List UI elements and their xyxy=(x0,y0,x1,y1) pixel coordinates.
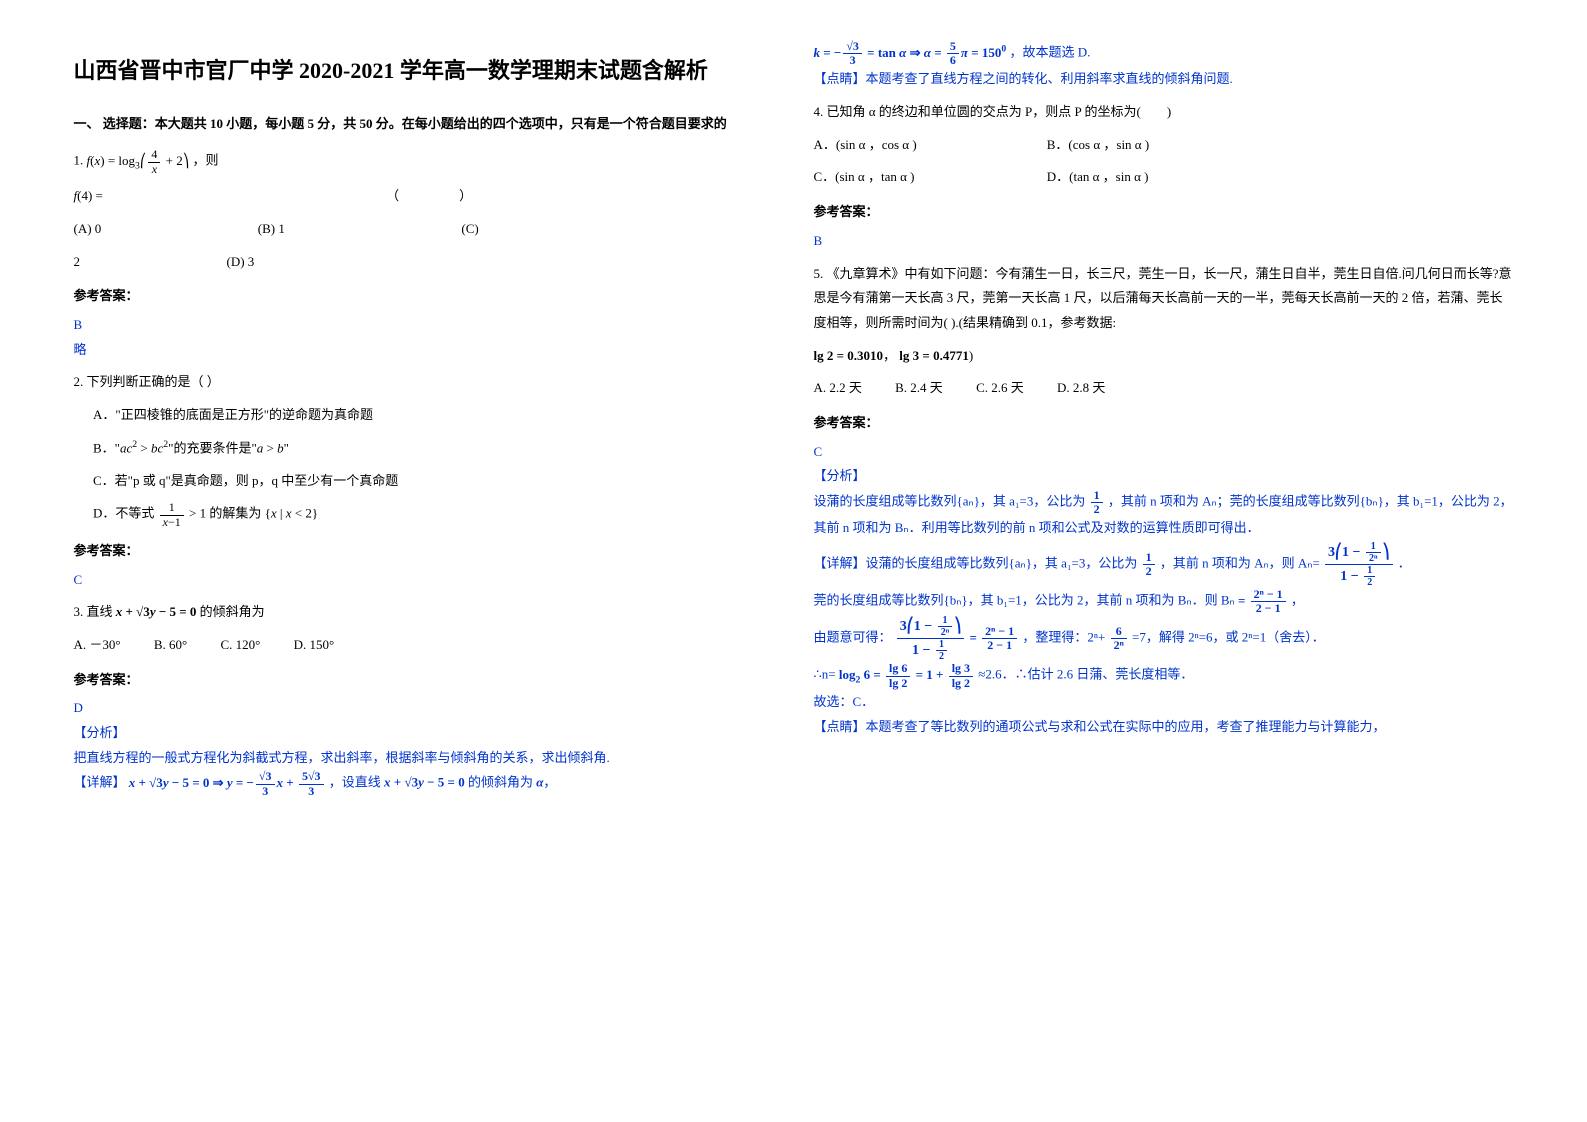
q4-row1: A．(sin α ，cos α ) B．(cos α ，sin α ) xyxy=(814,133,1514,158)
q5-b-line: 莞的长度组成等比数列{bₙ}，其 b₁=1，公比为 2，其前 n 项和为 Bₙ．… xyxy=(814,588,1514,615)
page-title: 山西省晋中市官厂中学 2020-2021 学年高一数学理期末试题含解析 xyxy=(74,50,774,92)
q5-lg3: lg 3 = 0.4771 xyxy=(899,348,969,363)
q5-ds: 【点睛】本题考查了等比数列的通项公式与求和公式在实际中的应用，考查了推理能力与计… xyxy=(814,715,1514,740)
q5-lg: lg 2 = 0.3010， lg 3 = 0.4771) xyxy=(814,344,1514,369)
q4-B: B．(cos α ，sin α ) xyxy=(1047,133,1149,158)
q2-B1: B．" xyxy=(93,440,120,455)
q3-B: B. 60° xyxy=(154,633,187,658)
q5-fx1: 设蒲的长度组成等比数列{aₙ}，其 a₁=3，公比为 xyxy=(814,494,1086,509)
q1-ans: B xyxy=(74,313,774,338)
q4-ans: B xyxy=(814,229,1514,254)
q5-D: D. 2.8 天 xyxy=(1057,376,1105,401)
q3-fx: 【分析】 xyxy=(74,721,774,746)
q1-text1: ，则 xyxy=(193,153,219,168)
q1-brief: 略 xyxy=(74,338,774,363)
q3-stem: 3. 直线 x + √3y − 5 = 0 的倾斜角为 xyxy=(74,600,774,625)
q5-fx-body: 设蒲的长度组成等比数列{aₙ}，其 a₁=3，公比为 12 ，其前 n 项和为 … xyxy=(814,489,1514,541)
q4-D: D．(tan α ，sin α ) xyxy=(1047,165,1149,190)
section-intro: 一、 选择题：本大题共 10 小题，每小题 5 分，共 50 分。在每小题给出的… xyxy=(74,112,774,137)
q2-D1: D．不等式 xyxy=(93,506,154,521)
q1-opt-2: 2 xyxy=(74,250,81,275)
q2-ans: C xyxy=(74,568,774,593)
q4-A: A．(sin α ，cos α ) xyxy=(814,133,1014,158)
q3-stem1: 3. 直线 xyxy=(74,604,113,619)
q5-gx: 故选：C． xyxy=(814,690,1514,715)
q1-options-2: 2 (D) 3 xyxy=(74,250,774,275)
q1-opt-c: (C) xyxy=(461,217,478,242)
q2-B3: " xyxy=(284,440,289,455)
q2-B: B．"ac2 > bc2"的充要条件是"a > b" xyxy=(93,436,774,461)
q3-options: A. －30° B. 60° C. 120° D. 150° xyxy=(74,633,774,658)
q1-prefix: 1. xyxy=(74,153,84,168)
q5-n: ∴n= log2 6 = lg 6lg 2 = 1 + lg 3lg 2 ≈2.… xyxy=(814,662,1514,690)
q2-D: D．不等式 1x−1 > 1 的解集为 {x | x < 2} xyxy=(93,501,774,528)
left-column: 山西省晋中市官厂中学 2020-2021 学年高一数学理期末试题含解析 一、 选… xyxy=(74,40,774,798)
q3-xj: 【详解】 x + √3y − 5 = 0 ⇒ y = −√33x + 5√33 … xyxy=(74,770,774,797)
q5-B: B. 2.4 天 xyxy=(895,376,943,401)
q2-stem: 2. 下列判断正确的是（ ） xyxy=(74,370,774,395)
q2-ans-label: 参考答案： xyxy=(74,539,774,564)
q1-func: f(x) = log3⎛4x + 2⎞ xyxy=(87,153,193,168)
q5-options: A. 2.2 天 B. 2.4 天 C. 2.6 天 D. 2.8 天 xyxy=(814,376,1514,401)
q1-opt-d: (D) 3 xyxy=(227,250,255,275)
q2-A: A．"正四棱锥的底面是正方形"的逆命题为真命题 xyxy=(93,403,774,428)
q1-opt-b: (B) 1 xyxy=(258,217,285,242)
q2-B2: "的充要条件是" xyxy=(168,440,257,455)
q5-ans-label: 参考答案： xyxy=(814,411,1514,436)
q3-C: C. 120° xyxy=(220,633,260,658)
q2-C: C．若"p 或 q"是真命题，则 p，q 中至少有一个真命题 xyxy=(93,469,774,494)
q5-C: C. 2.6 天 xyxy=(976,376,1024,401)
q3-stem2: 的倾斜角为 xyxy=(200,604,265,619)
q3-ans: D xyxy=(74,696,774,721)
q3-D: D. 150° xyxy=(294,633,335,658)
q5-lg2: lg 2 = 0.3010 xyxy=(814,348,884,363)
col2-top-tail: ，故本题选 D. xyxy=(1010,45,1091,60)
q5-xj1: 【详解】设蒲的长度组成等比数列{aₙ}，其 a₁=3，公比为 xyxy=(814,556,1138,571)
q1-opt-a: (A) 0 xyxy=(74,217,102,242)
q3-xj-mid: ，设直线 xyxy=(329,775,381,790)
col2-top: k = −√33 = tan α ⇒ α = 56π = 1500 ，故本题选 … xyxy=(814,40,1514,67)
right-column: k = −√33 = tan α ⇒ α = 56π = 1500 ，故本题选 … xyxy=(814,40,1514,798)
q5-fx: 【分析】 xyxy=(814,464,1514,489)
q5-xj: 【详解】设蒲的长度组成等比数列{aₙ}，其 a₁=3，公比为 12 ，其前 n … xyxy=(814,541,1514,588)
q3-ds: 【点睛】本题考查了直线方程之间的转化、利用斜率求直线的倾斜角问题. xyxy=(814,67,1514,92)
q3-ans-label: 参考答案： xyxy=(74,668,774,693)
q5-xj2: ，其前 n 项和为 Aₙ，则 Aₙ= xyxy=(1160,556,1320,571)
q3-xj-tail: 的倾斜角为 xyxy=(468,775,533,790)
q2-D2: 的解集为 xyxy=(209,506,261,521)
q5-ans: C xyxy=(814,440,1514,465)
q3-A: A. －30° xyxy=(74,633,121,658)
q5-stem: 5. 《九章算术》中有如下问题：今有蒲生一日，长三尺，莞生一日，长一尺，蒲生日自… xyxy=(814,262,1514,336)
q1-options: (A) 0 (B) 1 (C) xyxy=(74,217,774,242)
question-1: 1. f(x) = log3⎛4x + 2⎞ ，则 xyxy=(74,148,774,176)
q4-row2: C．(sin α ，tan α ) D．(tan α ，sin α ) xyxy=(814,165,1514,190)
q1-line2: f(4) = （） xyxy=(74,184,774,209)
q1-ans-label: 参考答案： xyxy=(74,284,774,309)
q4-ans-label: 参考答案： xyxy=(814,200,1514,225)
q3-fx-body: 把直线方程的一般式方程化为斜截式方程，求出斜率，根据斜率与倾斜角的关系，求出倾斜… xyxy=(74,746,774,771)
q5-A: A. 2.2 天 xyxy=(814,376,862,401)
q5-eq: 由题意可得： 3⎛1 − 12ⁿ⎞1 − 12 = 2ⁿ − 12 − 1 ，整… xyxy=(814,615,1514,662)
q4-C: C．(sin α ，tan α ) xyxy=(814,165,1014,190)
q3-xj-label: 【详解】 xyxy=(74,775,126,790)
q4-stem: 4. 已知角 α 的终边和单位圆的交点为 P，则点 P 的坐标为( ) xyxy=(814,100,1514,125)
